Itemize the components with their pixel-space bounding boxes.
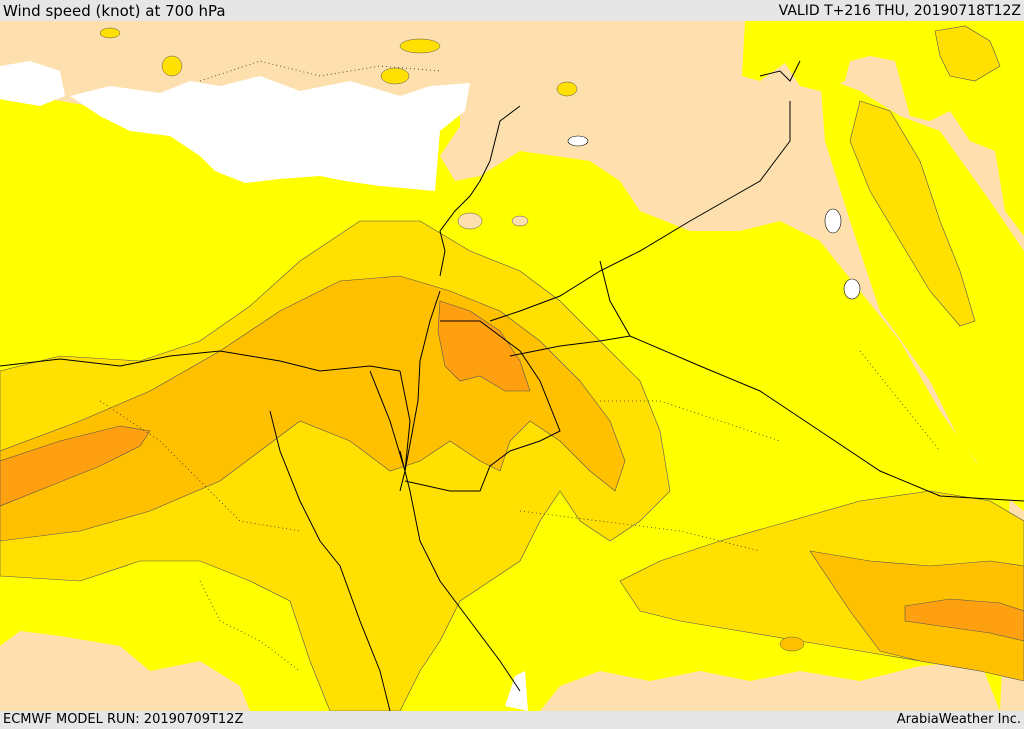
speckle	[556, 81, 578, 97]
wind-band-2-ne-corner	[934, 25, 1001, 82]
speckle	[399, 38, 441, 54]
dotted-admin-lines	[99, 60, 941, 672]
sea-outside-west	[0, 61, 65, 106]
header-bar: Wind speed (knot) at 700 hPa VALID T+216…	[0, 0, 1024, 21]
valid-time: VALID T+216 THU, 20190718T12Z	[778, 3, 1021, 19]
lake	[824, 208, 842, 234]
brand-label: ArabiaWeather Inc.	[896, 712, 1021, 727]
speckle	[511, 215, 529, 227]
wind-band-4-west	[0, 425, 151, 507]
footer-bar: ECMWF MODEL RUN: 20190709T12Z ArabiaWeat…	[0, 711, 1024, 729]
speckle	[161, 55, 183, 77]
speckle	[99, 27, 121, 39]
sea-outside	[70, 76, 470, 191]
lake	[843, 278, 861, 300]
sea-outside-south	[505, 671, 528, 711]
wind-band-2-north-east	[849, 100, 976, 327]
speckle	[779, 636, 805, 652]
map-title: Wind speed (knot) at 700 hPa	[3, 2, 226, 20]
calm-region-south-west	[0, 631, 250, 711]
wind-speed-map[interactable]	[0, 21, 1024, 711]
wind-band-4-east	[904, 598, 1024, 642]
country-borders	[369, 60, 1024, 502]
calm-region-north	[0, 21, 1024, 711]
coastlines	[0, 105, 521, 711]
speckle	[457, 212, 483, 230]
lake	[567, 135, 589, 147]
calm-region-south	[540, 661, 1000, 711]
model-run-label: ECMWF MODEL RUN: 20190709T12Z	[3, 712, 244, 727]
speckle	[380, 67, 410, 85]
wind-band-4-levant	[437, 300, 531, 392]
